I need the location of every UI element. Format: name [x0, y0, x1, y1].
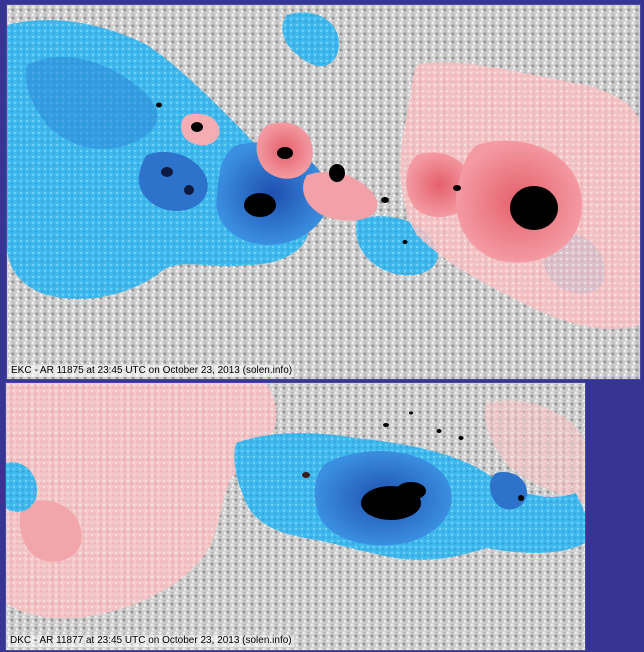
magnetogram-image-ar11877 — [6, 383, 585, 650]
magnetogram-panel-ar11877: DKC - AR 11877 at 23:45 UTC on October 2… — [5, 382, 586, 651]
magnetogram-image-ar11875 — [7, 5, 640, 379]
magnetogram-panel-ar11875: EKC - AR 11875 at 23:45 UTC on October 2… — [6, 4, 641, 380]
panel-caption: DKC - AR 11877 at 23:45 UTC on October 2… — [8, 635, 294, 647]
panel-caption: EKC - AR 11875 at 23:45 UTC on October 2… — [9, 365, 295, 377]
positive-polarity-region — [6, 383, 585, 619]
sunspot-umbrae — [302, 411, 524, 520]
sunspot-umbrae — [156, 102, 558, 244]
